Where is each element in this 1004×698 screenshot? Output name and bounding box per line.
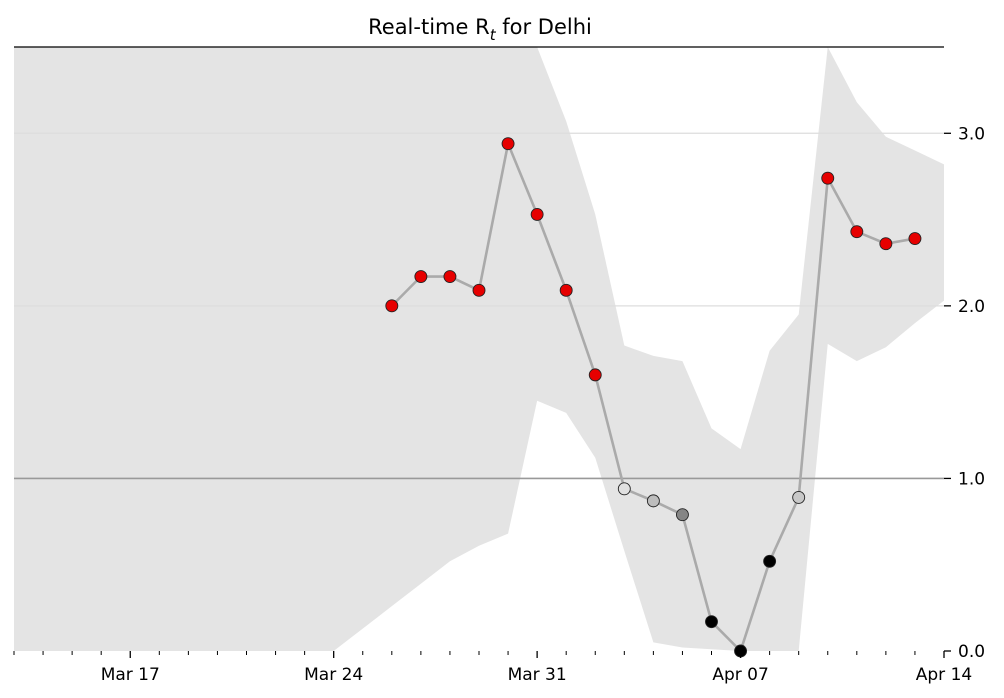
y-tick-label: 0.0	[958, 642, 985, 662]
x-tick-label: Mar 31	[508, 665, 567, 685]
x-tick-label: Apr 14	[916, 665, 972, 685]
rt-point	[472, 283, 486, 297]
rt-point	[792, 490, 806, 504]
rt-point	[385, 299, 399, 313]
rt-point	[501, 137, 515, 151]
rt-point	[530, 207, 544, 221]
rt-point	[559, 283, 573, 297]
rt-point	[850, 225, 864, 239]
rt-point	[443, 270, 457, 283]
y-tick-label: 3.0	[958, 124, 985, 144]
x-tick-label: Apr 07	[712, 665, 768, 685]
title-subscript: t	[490, 26, 497, 44]
rt-point	[763, 554, 777, 568]
plot-area: Mar 17 Mar 24 Mar 31 Apr 07 Apr 14 0.0 1.0 2.0 3…	[13, 46, 985, 685]
chart-title: Real-time Rt for Delhi	[368, 15, 592, 44]
y-tick-label: 2.0	[958, 297, 985, 317]
rt-point	[617, 482, 631, 496]
confidence-band	[14, 47, 944, 651]
rt-point	[646, 494, 660, 508]
rt-point	[588, 368, 602, 382]
rt-point	[908, 232, 922, 246]
rt-point	[675, 508, 689, 522]
y-tick-label: 1.0	[958, 469, 985, 489]
rt-point	[414, 270, 428, 283]
rt-point	[705, 615, 718, 629]
rt-point	[879, 237, 893, 251]
x-tick-label: Mar 17	[101, 665, 160, 685]
rt-point	[821, 171, 835, 185]
x-tick-label: Mar 24	[304, 665, 363, 685]
